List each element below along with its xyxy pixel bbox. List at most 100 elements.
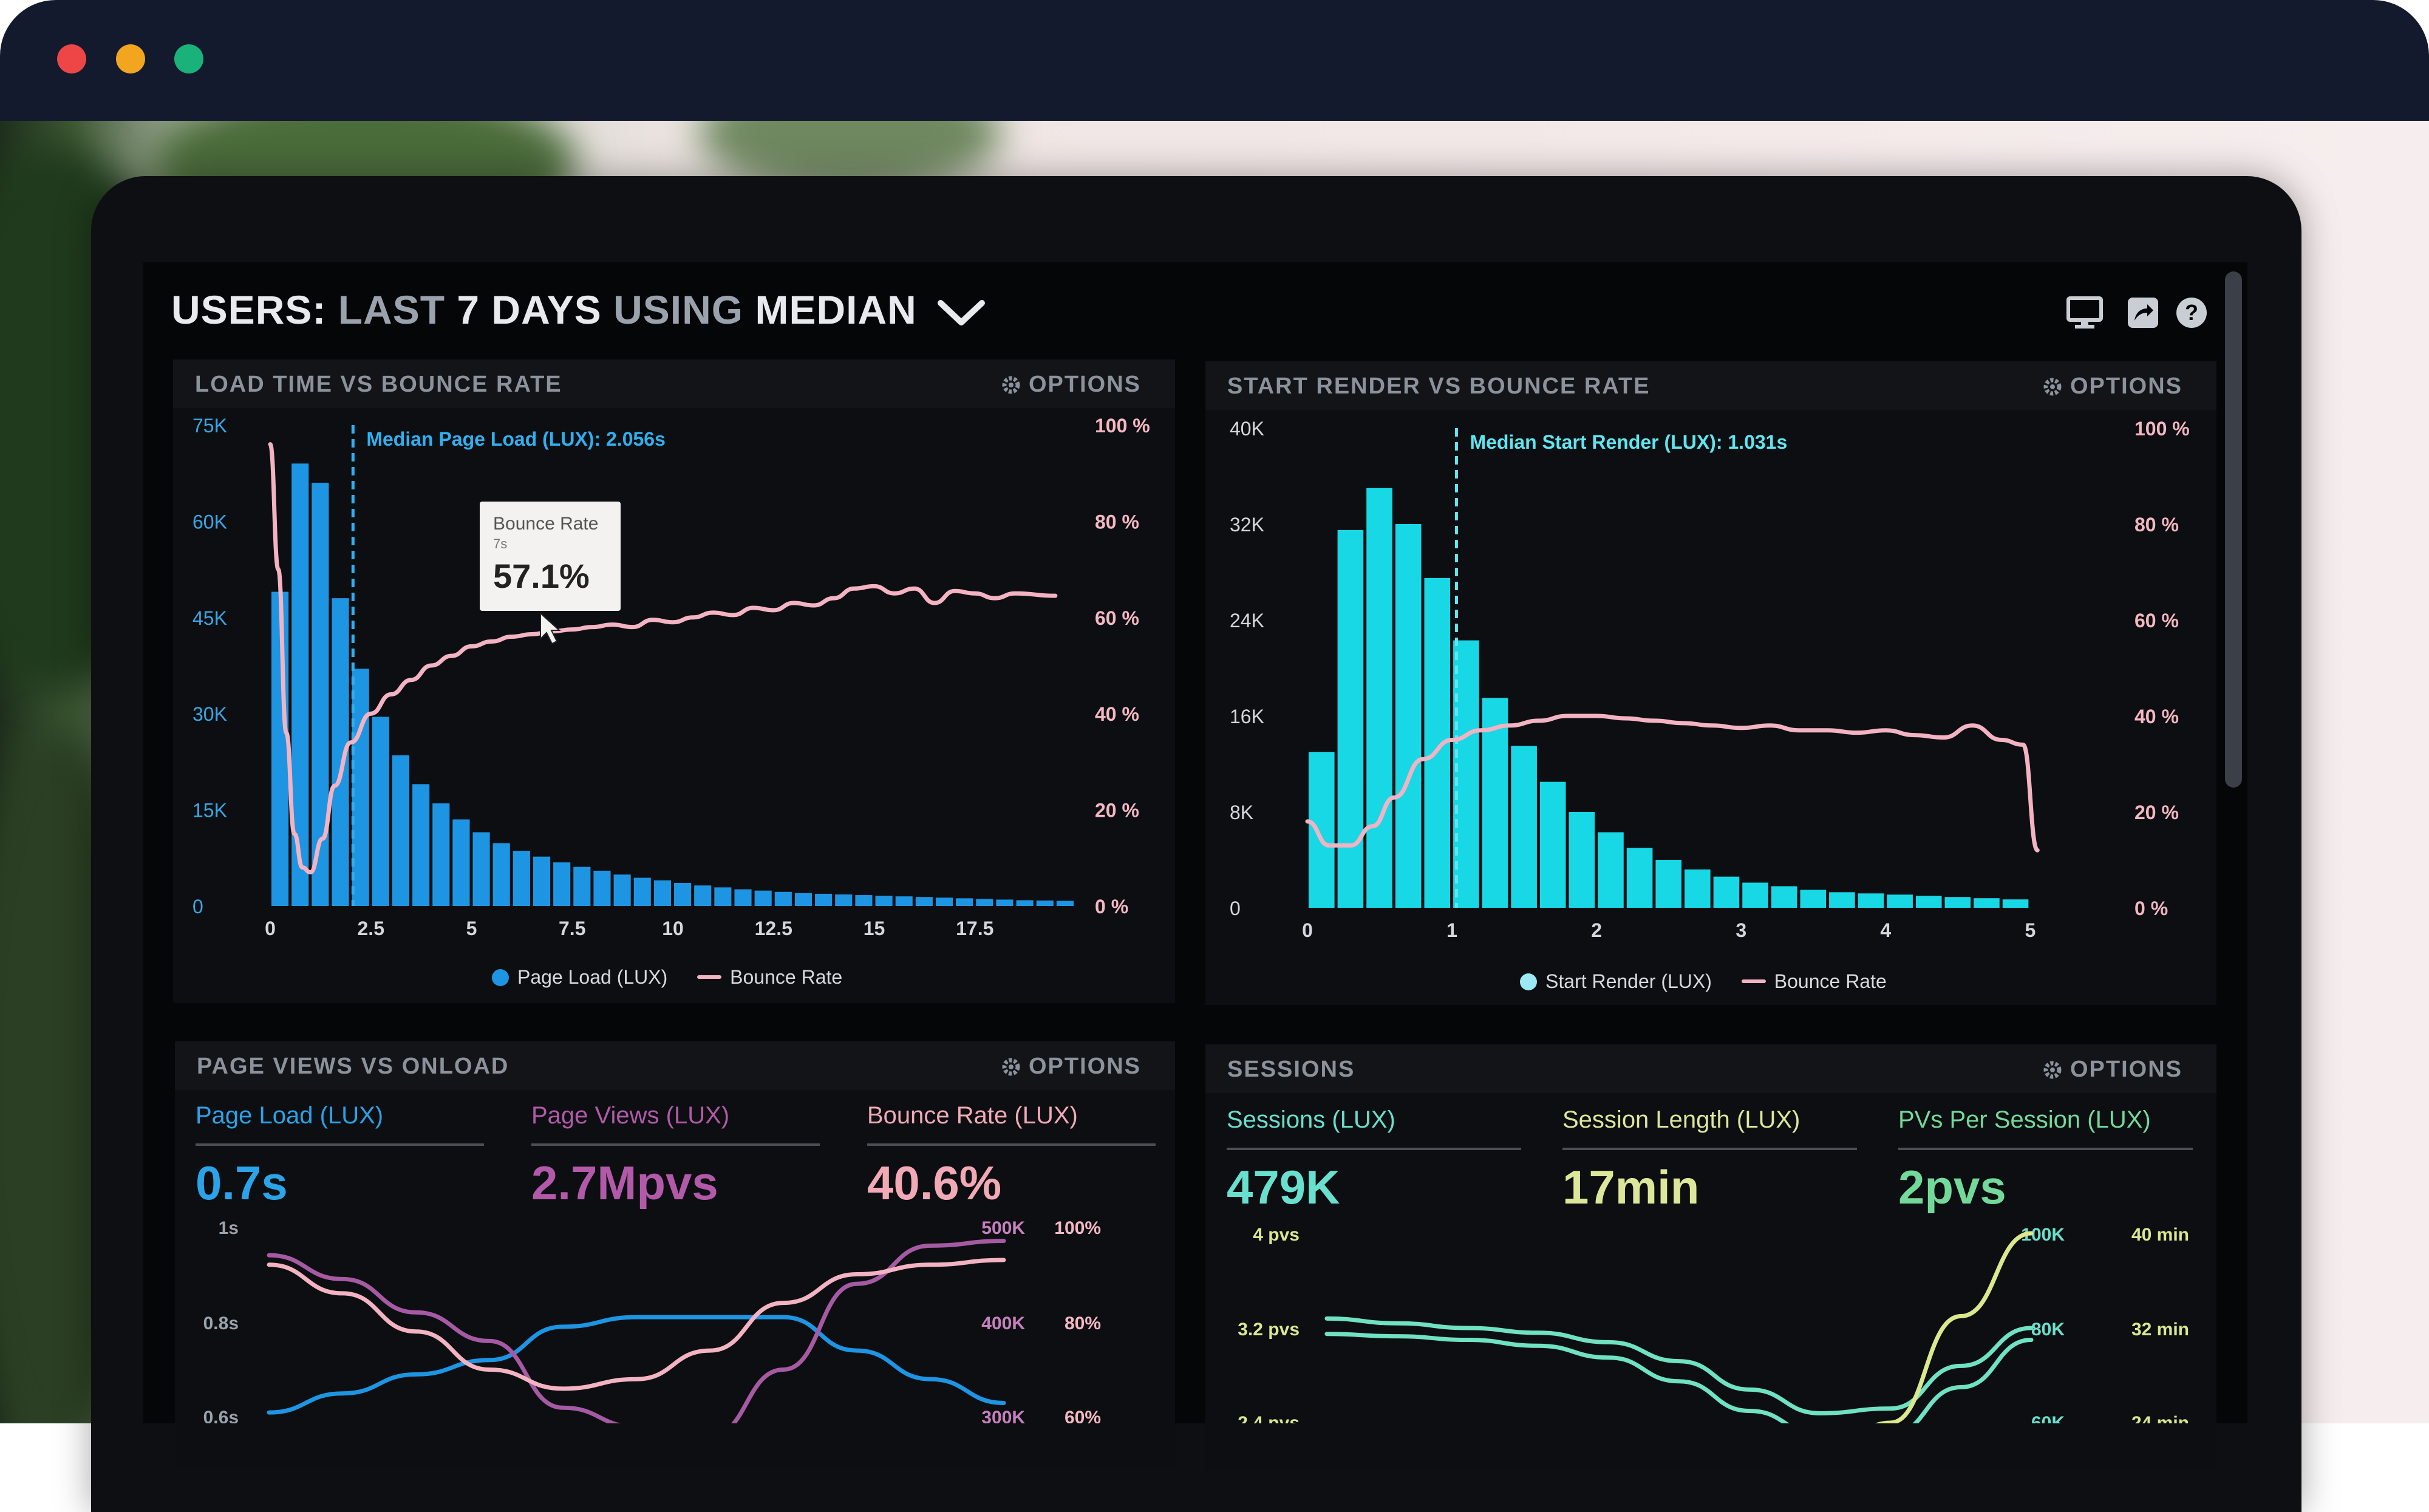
histogram-bar [1829,892,1855,908]
y-tick-label: 3.2 pvs [1238,1320,1300,1340]
histogram-bar [352,669,369,906]
histogram-bar [1395,524,1422,908]
histogram-bar [513,851,530,906]
series-line [267,1258,1006,1391]
y2-tick-label: 20 % [2134,802,2179,823]
x-tick-label: 2 [1591,919,1602,941]
x-tick-label: 10 [662,918,684,939]
monitor-icon[interactable] [2066,296,2103,330]
histogram-bar [1539,782,1566,908]
metric-divider [1562,1148,1857,1150]
y2-tick-label: 40 % [2134,706,2179,727]
median-label: Median Start Render (LUX): 1.031s [1470,431,1787,453]
metric-divider [531,1143,820,1146]
histogram-bar [1036,901,1054,906]
histogram-bar [855,895,873,906]
histogram-bar [613,874,631,906]
gear-icon [2043,378,2062,396]
svg-text:?: ? [2185,300,2198,325]
histogram-bar [1655,860,1681,908]
options-label: OPTIONS [1028,372,1141,397]
panel-title: SESSIONS [1227,1057,1355,1082]
tooltip-sub: 7s [493,536,508,551]
metric-value: 40.6% [867,1156,1002,1210]
title-users: USERS: [171,287,327,332]
metric-divider [1898,1148,2193,1150]
histogram-bar [553,862,571,906]
page-views-chart: 1s 0.8s 0.6s 500K 400K 300K 100% 80% 60% [203,1218,1101,1423]
options-button[interactable]: OPTIONS [2042,1057,2182,1083]
histogram-bar [472,832,490,906]
metric-label: Page Load (LUX) [196,1102,384,1129]
close-window-button[interactable] [57,44,86,73]
y-tick-label: 80K [2031,1320,2065,1340]
histogram-bar [392,755,410,906]
panel-header: START RENDER VS BOUNCE RATE OPTIONS [1205,361,2216,410]
options-label: OPTIONS [2070,373,2182,399]
histogram-bar [1742,882,1768,908]
mouse-cursor-icon [540,611,561,645]
tooltip-heading: Bounce Rate [493,514,599,534]
metric-label: Sessions (LUX) [1227,1106,1395,1133]
histogram-bar [1482,698,1508,908]
metric-divider [196,1143,484,1146]
gear-icon [2043,1061,2062,1079]
share-icon[interactable] [2127,296,2159,329]
legend-bounce-rate[interactable]: Bounce Rate [730,966,843,988]
legend-start-render[interactable]: Start Render (LUX) [1545,970,1712,992]
y2-tick-label: 0 % [1095,896,1128,918]
legend-swatch [1741,979,1766,983]
y2-tick-label: 20 % [1095,800,1139,822]
options-button[interactable]: OPTIONS [1001,1054,1141,1080]
bounce-rate-line [268,442,1058,875]
start-render-chart: 0 8K 16K 24K 32K 40K 0 % 20 % 40 % 60 % 80 % 100 % 0… [1230,418,2190,941]
histogram-bar [694,885,712,906]
options-button[interactable]: OPTIONS [2042,373,2182,400]
y-tick-label: 24 min [2131,1413,2189,1423]
histogram-bar [1309,752,1335,908]
histogram-bar [674,882,692,906]
legend-page-load[interactable]: Page Load (LUX) [517,966,668,988]
histogram-bar [1944,897,1971,908]
title-median: MEDIAN [755,287,917,332]
y-tick-label: 40 min [2131,1225,2189,1245]
maximize-window-button[interactable] [174,44,203,73]
options-button[interactable]: OPTIONS [1001,372,1141,398]
y-tick-label: 32 min [2131,1320,2189,1340]
y-tick-label: 24K [1230,610,1264,632]
minimize-window-button[interactable] [116,44,145,73]
median-label: Median Page Load (LUX): 2.056s [366,428,666,450]
histogram-bar [633,877,651,906]
histogram-bar [1016,900,1034,906]
legend-bounce-rate[interactable]: Bounce Rate [1774,970,1887,992]
metric-value: 0.7s [196,1156,288,1210]
histogram-bar [754,890,772,906]
histogram-bar [1337,530,1364,908]
histogram-bar [915,897,933,906]
panel-sessions: SESSIONS OPTIONS [1205,1044,2216,1469]
histogram-bar [372,717,389,906]
histogram-bar [976,899,993,906]
y2-tick-label: 0 % [2134,897,2168,919]
dashboard-title-dropdown[interactable]: USERS: LAST 7 DAYS USING MEDIAN [171,287,986,333]
histogram-bar [875,896,893,906]
title-last: LAST [338,287,446,332]
y-tick-label: 4 pvs [1253,1225,1300,1245]
histogram-bar [492,843,510,906]
y-tick-label: 60K [192,511,227,533]
dashboard-scrollbar[interactable] [2225,271,2242,788]
histogram-bar [1511,746,1537,908]
histogram-bar [1056,901,1074,906]
metric-divider [867,1143,1156,1146]
help-icon[interactable]: ? [2175,296,2208,329]
x-tick-label: 7.5 [559,918,585,939]
y-tick-label: 30K [192,703,227,725]
panel-page-views: PAGE VIEWS VS ONLOAD OPTIONS [175,1041,1175,1466]
y-tick-label: 400K [981,1313,1025,1333]
y-tick-label: 32K [1230,514,1264,536]
histogram-bar [835,894,853,906]
histogram-bar [432,803,450,906]
x-tick-label: 4 [1880,919,1891,941]
y-tick-label: 8K [1230,802,1253,823]
histogram-bar [1713,876,1740,908]
